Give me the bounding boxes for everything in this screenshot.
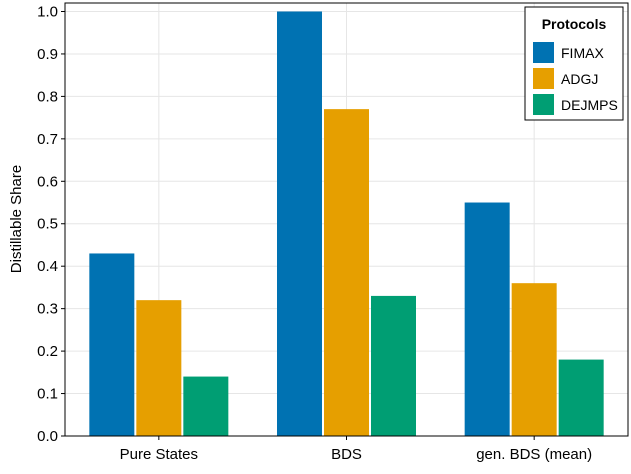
y-tick-label: 0.9 [37, 46, 58, 63]
bar-adgj [324, 109, 369, 437]
legend-swatch-fimax [533, 42, 554, 63]
bar-dejmps [183, 376, 229, 436]
y-tick-label: 0.3 [37, 301, 58, 318]
bar-fimax [89, 253, 135, 436]
y-tick-label: 0.2 [37, 343, 58, 360]
bar-fimax [277, 11, 322, 436]
y-tick-label: 0.4 [37, 258, 58, 275]
x-tick-label: gen. BDS (mean) [476, 446, 592, 463]
bars [89, 11, 604, 437]
x-tick-label: Pure States [120, 446, 198, 463]
x-tick-label: BDS [331, 446, 362, 463]
x-ticks: Pure States BDS gen. BDS (mean) [120, 436, 592, 463]
y-axis-label: Distillable Share [8, 165, 25, 273]
y-ticks: 0.0 0.1 0.2 0.3 0.4 0.5 0.6 0.7 0.8 0.9 1.0 [37, 3, 65, 445]
y-tick-label: 0.6 [37, 173, 58, 190]
y-tick-label: 0.1 [37, 386, 58, 403]
legend-label: DEJMPS [561, 97, 618, 113]
bar-adgj [136, 300, 182, 436]
legend-label: FIMAX [561, 45, 604, 61]
y-tick-label: 0.0 [37, 428, 58, 445]
bar-adgj [511, 283, 557, 436]
y-tick-label: 0.7 [37, 131, 58, 148]
legend-label: ADGJ [561, 71, 598, 87]
y-tick-label: 0.8 [37, 88, 58, 105]
legend-swatch-adgj [533, 68, 554, 89]
legend-title: Protocols [542, 16, 607, 32]
legend-swatch-dejmps [533, 94, 554, 115]
bar-dejmps [558, 359, 604, 436]
y-tick-label: 0.5 [37, 216, 58, 233]
bar-fimax [464, 202, 510, 436]
legend: Protocols FIMAX ADGJ DEJMPS [524, 6, 624, 121]
y-tick-label: 1.0 [37, 3, 58, 20]
bar-dejmps [371, 295, 416, 436]
